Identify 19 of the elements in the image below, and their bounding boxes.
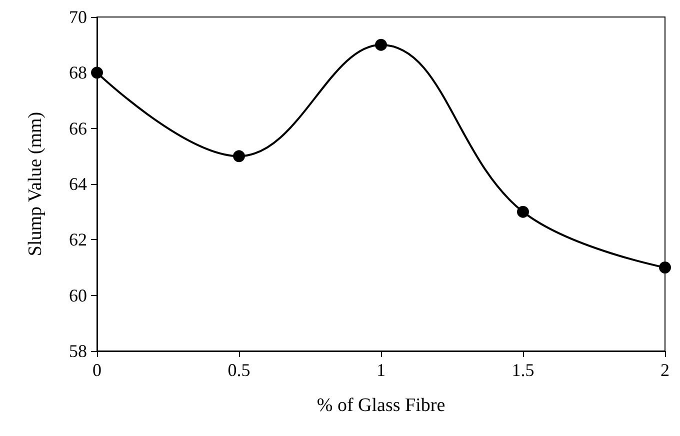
y-tick-label: 60 (69, 285, 87, 306)
point (517, 206, 529, 218)
y-tick-label: 62 (69, 230, 87, 250)
y-tick-label: 66 (69, 118, 87, 138)
y-tick-label: 70 (69, 7, 87, 27)
y-axis-title: Slump Value (mm) (25, 112, 46, 256)
x-axis-title: % of Glass Fibre (316, 395, 446, 416)
y-tick-label: 64 (69, 174, 87, 194)
x-tick-label: 0.5 (228, 360, 250, 380)
x-tick-label: 2 (660, 360, 670, 380)
y-tick-label: 68 (69, 62, 87, 83)
point (375, 38, 387, 51)
x-tick-label: 1 (376, 360, 386, 380)
point (91, 66, 103, 79)
x-tick-label: 1.5 (512, 360, 534, 380)
x-tick-label: 0 (92, 360, 102, 380)
point (659, 262, 671, 274)
y-tick-label: 58 (69, 341, 87, 361)
point (233, 150, 245, 162)
